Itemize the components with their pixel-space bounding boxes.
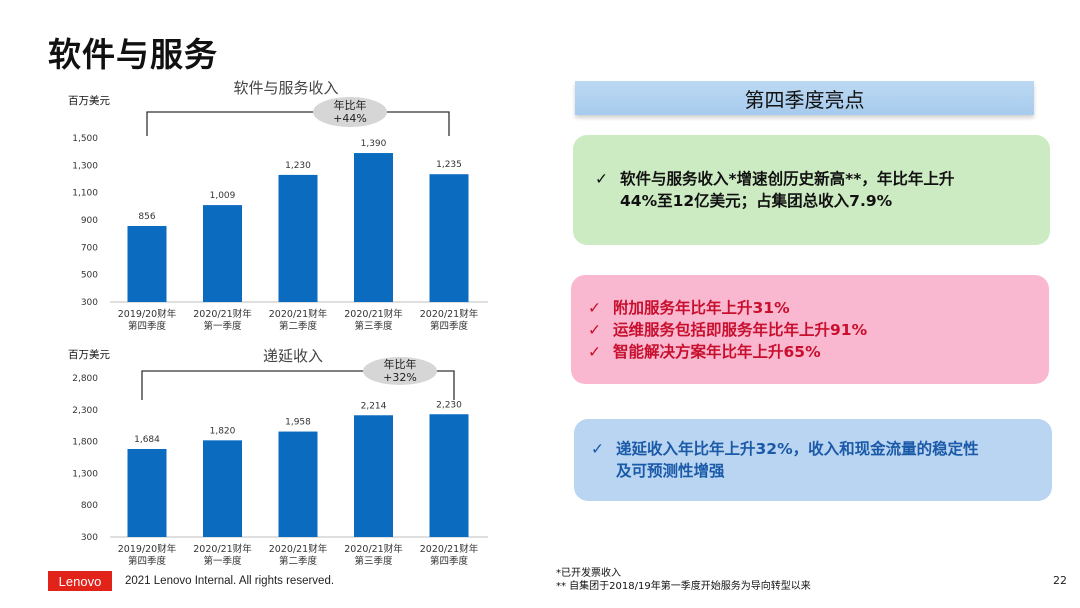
x-category-label: 2020/21财年	[193, 543, 252, 555]
bar	[203, 205, 242, 302]
highlights-header: 第四季度亮点	[575, 81, 1034, 115]
bar	[278, 174, 318, 302]
y-tick-label: 2,800	[72, 374, 98, 384]
x-category-label: 第二季度	[279, 555, 318, 567]
highlight-text: 运维服务包括即服务年比年上升91%	[613, 320, 868, 339]
lenovo-logo: Lenovo	[48, 571, 112, 591]
y-tick-label: 1,300	[72, 469, 98, 479]
y-tick-label: 500	[81, 271, 98, 281]
bar	[127, 226, 167, 302]
bar-value-label: 1,684	[134, 435, 160, 445]
bar-value-label: 1,009	[210, 191, 236, 201]
y-tick-label: 300	[81, 533, 98, 543]
y-tick-label: 1,500	[72, 134, 98, 144]
chart-title: 软件与服务收入	[233, 79, 338, 97]
highlight-line: ✓ 智能解决方案年比年上升65%	[588, 341, 1049, 363]
growth-ellipse	[363, 357, 437, 385]
bar	[354, 415, 393, 537]
x-category-label: 2020/21财年	[344, 308, 403, 320]
deferred-chart-svg: 百万美元 递延收入 300 800 1,300 1,800 2,300 2,800 1,684 2…	[68, 347, 488, 567]
highlight-box-services: ✓ 附加服务年比年上升31% ✓ 运维服务包括即服务年比年上升91% ✓ 智能解…	[571, 275, 1049, 384]
x-category-label: 第四季度	[128, 320, 167, 332]
check-icon: ✓	[588, 298, 601, 317]
y-axis-unit-label: 百万美元	[68, 94, 110, 107]
bar-value-label: 2,214	[361, 401, 387, 411]
check-icon: ✓	[588, 320, 601, 339]
chart-title: 递延收入	[263, 347, 323, 365]
bar-value-label: 1,230	[285, 161, 311, 171]
bar	[278, 431, 318, 537]
page-title: 软件与服务	[48, 35, 218, 74]
footnote: *已开发票收入	[556, 568, 621, 579]
x-category-label: 第三季度	[354, 555, 393, 567]
x-category-label: 2020/21财年	[269, 543, 328, 555]
x-category-label: 2020/21财年	[193, 308, 252, 320]
growth-value: +44%	[333, 112, 367, 125]
highlight-box-revenue: ✓ 软件与服务收入*增速创历史新高**，年比年上升 44%至12亿美元；占集团总…	[573, 135, 1050, 245]
x-category-label: 第四季度	[128, 555, 167, 567]
highlight-line: ✓ 递延收入年比年上升32%，收入和现金流量的稳定性	[591, 438, 1052, 460]
bar	[429, 174, 469, 302]
y-tick-label: 1,300	[72, 161, 98, 171]
highlight-text: 递延收入年比年上升32%，收入和现金流量的稳定性	[616, 440, 979, 458]
x-category-label: 2020/21财年	[269, 308, 328, 320]
highlight-line: ✓ 附加服务年比年上升31%	[588, 297, 1049, 319]
growth-bracket	[141, 370, 455, 400]
bar	[203, 440, 242, 537]
bar	[354, 153, 393, 302]
y-axis-unit-label: 百万美元	[68, 348, 110, 361]
growth-value: +32%	[383, 371, 417, 384]
bar-value-label: 1,958	[285, 418, 311, 428]
x-category-label: 2020/21财年	[344, 543, 403, 555]
highlight-box-deferred: ✓ 递延收入年比年上升32%，收入和现金流量的稳定性 及可预测性增强	[574, 419, 1052, 501]
highlight-text: 软件与服务收入*增速创历史新高**，年比年上升	[620, 170, 955, 188]
highlight-text: 附加服务年比年上升31%	[613, 298, 790, 317]
y-tick-label: 2,300	[72, 406, 98, 416]
x-category-label: 第四季度	[430, 555, 469, 567]
x-category-label: 第一季度	[203, 555, 242, 567]
highlight-text: 及可预测性增强	[616, 462, 725, 480]
highlight-text: 智能解决方案年比年上升65%	[613, 342, 821, 361]
x-category-label: 2019/20财年	[118, 308, 177, 320]
bar-value-label: 1,820	[210, 426, 236, 436]
highlight-line: 及可预测性增强	[591, 460, 1052, 482]
x-category-label: 2020/21财年	[420, 543, 479, 555]
check-icon: ✓	[595, 170, 608, 188]
x-category-label: 2019/20财年	[118, 543, 177, 555]
check-icon: ✓	[588, 342, 601, 361]
highlight-text: 44%至12亿美元；占集团总收入7.9%	[620, 192, 893, 210]
y-tick-label: 300	[81, 298, 98, 308]
x-category-label: 第二季度	[279, 320, 318, 332]
y-tick-label: 1,100	[72, 189, 98, 199]
x-category-label: 2020/21财年	[420, 308, 479, 320]
deferred-revenue-chart: 百万美元 递延收入 300 800 1,300 1,800 2,300 2,800 1,684 2…	[60, 344, 500, 572]
bar-value-label: 1,390	[361, 139, 387, 149]
bar-value-label: 1,235	[436, 160, 462, 170]
revenue-chart-svg: 百万美元 软件与服务收入 300 500 700 900 1,100 1,300 1,500 85…	[68, 79, 488, 332]
y-tick-label: 1,800	[72, 438, 98, 448]
highlight-line: ✓ 运维服务包括即服务年比年上升91%	[588, 319, 1049, 341]
growth-ellipse	[313, 97, 387, 127]
footnotes: *已开发票收入 ** 自集团于2018/19年第一季度开始服务为导向转型以来	[556, 568, 811, 593]
growth-bracket	[146, 111, 450, 136]
y-tick-label: 900	[81, 216, 98, 226]
highlight-line: ✓ 软件与服务收入*增速创历史新高**，年比年上升	[595, 168, 1050, 190]
growth-label: 年比年	[384, 357, 417, 371]
bar-value-label: 856	[138, 212, 155, 222]
y-tick-label: 700	[81, 243, 98, 253]
bar	[127, 448, 167, 537]
bar	[429, 414, 469, 537]
x-category-label: 第三季度	[354, 320, 393, 332]
x-category-label: 第一季度	[203, 320, 242, 332]
highlight-line: 44%至12亿美元；占集团总收入7.9%	[595, 190, 1050, 212]
footnote: ** 自集团于2018/19年第一季度开始服务为导向转型以来	[556, 580, 811, 592]
x-category-label: 第四季度	[430, 320, 469, 332]
check-icon: ✓	[591, 440, 604, 458]
y-tick-label: 800	[81, 501, 98, 511]
bar-value-label: 2,230	[436, 400, 462, 410]
copyright-text: 2021 Lenovo Internal. All rights reserve…	[125, 575, 335, 587]
software-services-revenue-chart: 百万美元 软件与服务收入 300 500 700 900 1,100 1,300 1,500 85…	[60, 76, 500, 344]
growth-label: 年比年	[334, 98, 367, 112]
page-number: 22	[1053, 574, 1067, 587]
